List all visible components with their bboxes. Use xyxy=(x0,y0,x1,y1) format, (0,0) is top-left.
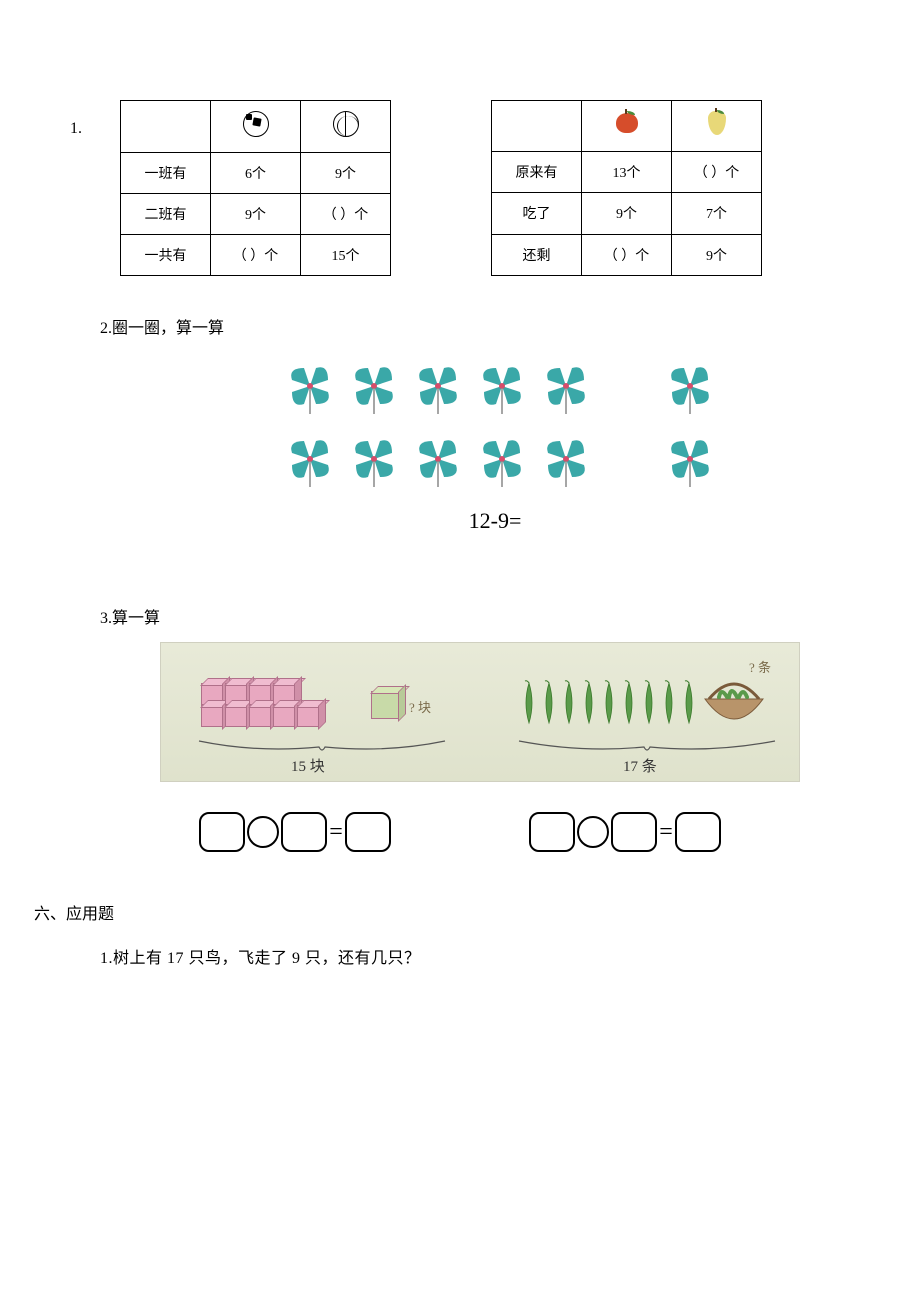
cell: 6个 xyxy=(211,153,301,194)
pinwheel-icon xyxy=(470,429,534,493)
pinwheel-icon xyxy=(406,356,470,420)
q1-number: 1. xyxy=(70,100,100,138)
left-brace-icon xyxy=(197,739,447,755)
pinwheel-icon xyxy=(342,429,406,493)
table-balls: 一班有 6个 9个 二班有 9个 （ ）个 一共有 （ ）个 15个 xyxy=(120,100,391,276)
apple-header xyxy=(582,101,672,152)
row-label: 原来有 xyxy=(492,151,582,192)
cell: 9个 xyxy=(672,234,762,276)
pea-icon xyxy=(681,679,697,727)
apple-icon xyxy=(616,113,638,133)
cell: 9个 xyxy=(211,194,301,235)
cube-icon xyxy=(297,705,321,727)
cell-blank[interactable]: （ ）个 xyxy=(582,234,672,276)
blank-header xyxy=(492,101,582,152)
table-fruits: 原来有 13个 （ ）个 吃了 9个 7个 还剩 （ ）个 9个 xyxy=(491,100,762,276)
pea-icon xyxy=(641,679,657,727)
left-question-text: ? 块 xyxy=(409,697,431,716)
cell-blank[interactable]: （ ）个 xyxy=(301,194,391,235)
right-question-text: ? 条 xyxy=(749,657,771,676)
pea-icon xyxy=(561,679,577,727)
cell-blank[interactable]: （ ）个 xyxy=(211,235,301,276)
cube-stack xyxy=(201,683,321,727)
single-cube xyxy=(371,691,401,719)
pear-header xyxy=(672,101,762,152)
section-6-title: 六、应用题 xyxy=(34,900,850,924)
equation-row: = = xyxy=(130,812,790,852)
result-box[interactable] xyxy=(675,812,721,852)
cell-blank[interactable]: （ ）个 xyxy=(672,151,762,192)
pea-icon xyxy=(581,679,597,727)
equation-left[interactable]: = xyxy=(199,812,391,852)
row-label: 一共有 xyxy=(121,235,211,276)
cell: 9个 xyxy=(582,193,672,234)
pinwheel-icon xyxy=(534,356,598,420)
row-label: 还剩 xyxy=(492,234,582,276)
row-label: 一班有 xyxy=(121,153,211,194)
cube-icon xyxy=(249,705,273,727)
pear-icon xyxy=(708,111,726,135)
tables-container: 一班有 6个 9个 二班有 9个 （ ）个 一共有 （ ）个 15个 xyxy=(120,100,762,276)
pea-icon xyxy=(541,679,557,727)
row-label: 吃了 xyxy=(492,193,582,234)
operand-box[interactable] xyxy=(611,812,657,852)
soccer-icon xyxy=(243,111,269,137)
q6-1-text: 1.树上有 17 只鸟，飞走了 9 只，还有几只？ xyxy=(100,944,850,968)
operator-box[interactable] xyxy=(577,816,609,848)
operand-box[interactable] xyxy=(529,812,575,852)
pea-icon xyxy=(601,679,617,727)
operand-box[interactable] xyxy=(281,812,327,852)
question-1: 1. 一班有 6个 9个 二班有 9个 （ ）个 一共有 （ ）个 xyxy=(70,100,850,276)
cell: 13个 xyxy=(582,151,672,192)
pea-row xyxy=(521,679,697,727)
equals-sign: = xyxy=(659,819,673,846)
pinwheel-icon xyxy=(658,429,722,493)
pinwheel-icon xyxy=(534,429,598,493)
equals-sign: = xyxy=(329,819,343,846)
right-brace-icon xyxy=(517,739,777,755)
cube-icon xyxy=(201,705,225,727)
result-box[interactable] xyxy=(345,812,391,852)
pinwheel-icon xyxy=(470,356,534,420)
cell: 9个 xyxy=(301,153,391,194)
pea-icon xyxy=(621,679,637,727)
q3-figure: ? 块 15 块 ? 条 17 条 xyxy=(160,642,800,782)
operand-box[interactable] xyxy=(199,812,245,852)
right-total-label: 17 条 xyxy=(623,755,657,776)
equation-right[interactable]: = xyxy=(529,812,721,852)
blank-header xyxy=(121,101,211,153)
left-total-label: 15 块 xyxy=(291,755,325,776)
basket-icon xyxy=(699,679,769,735)
soccer-header xyxy=(211,101,301,153)
pinwheel-icon xyxy=(278,356,342,420)
q2-expression[interactable]: 12-9= xyxy=(469,508,522,534)
pinwheel-icon xyxy=(406,429,470,493)
q3-label: 3.算一算 xyxy=(100,604,850,628)
q2-label: 2.圈一圈，算一算 xyxy=(100,314,850,338)
basketball-header xyxy=(301,101,391,153)
cell: 7个 xyxy=(672,193,762,234)
pinwheel-icon xyxy=(658,356,722,420)
cube-icon xyxy=(273,705,297,727)
pinwheel-figure: 12-9= xyxy=(150,356,850,534)
pea-icon xyxy=(521,679,537,727)
operator-box[interactable] xyxy=(247,816,279,848)
pinwheel-icon xyxy=(278,429,342,493)
pea-icon xyxy=(661,679,677,727)
basketball-icon xyxy=(333,111,359,137)
row-label: 二班有 xyxy=(121,194,211,235)
pinwheel-icon xyxy=(342,356,406,420)
cube-icon xyxy=(225,705,249,727)
cell: 15个 xyxy=(301,235,391,276)
